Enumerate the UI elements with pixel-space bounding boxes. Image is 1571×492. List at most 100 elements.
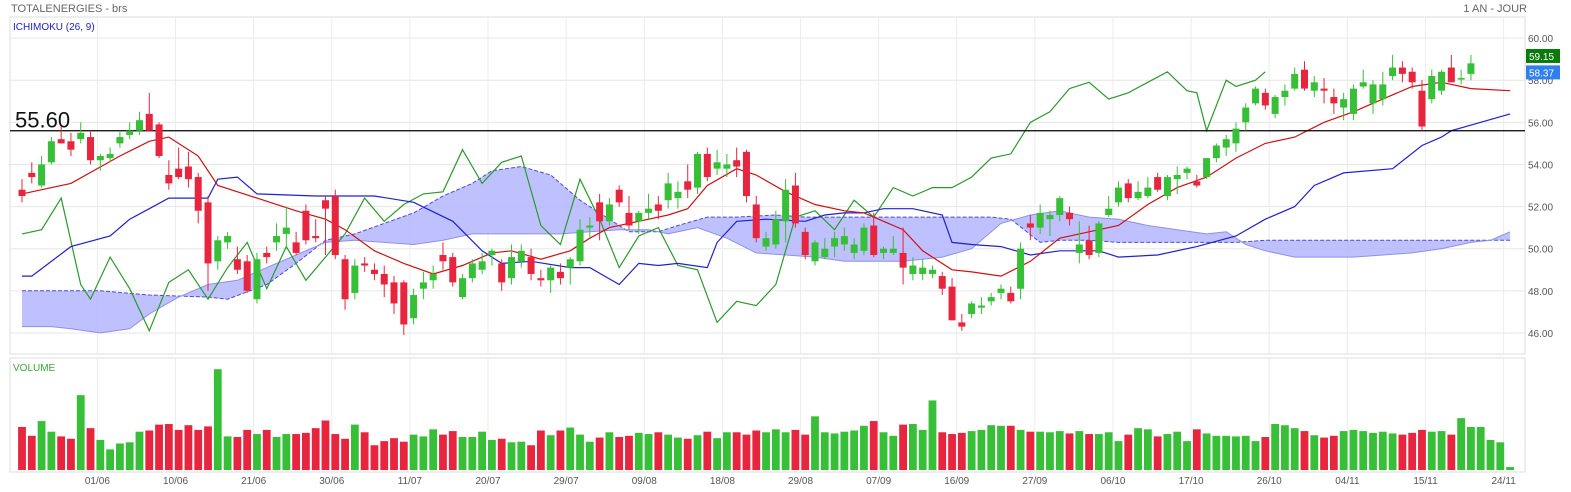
volume-bar xyxy=(1418,429,1426,470)
volume-bar xyxy=(439,434,447,470)
candle-down xyxy=(596,202,604,222)
candle-down xyxy=(1085,240,1093,256)
candle-up xyxy=(214,240,222,262)
candle-up xyxy=(47,141,55,163)
candle-up xyxy=(351,265,359,293)
candle-down xyxy=(28,172,36,178)
volume-bar xyxy=(997,425,1005,470)
candle-up xyxy=(840,236,848,245)
volume-bar xyxy=(536,430,545,470)
volume-bar xyxy=(1408,432,1417,470)
candle-down xyxy=(1300,69,1308,89)
volume-bar xyxy=(302,432,310,470)
volume-label: VOLUME xyxy=(13,363,56,374)
candle-up xyxy=(1036,212,1044,228)
volume-bar xyxy=(1026,431,1035,470)
candle-up xyxy=(1252,88,1260,104)
last-price-value: 59.15 xyxy=(1529,52,1554,63)
date-tick-label: 01/06 xyxy=(85,476,110,487)
volume-bar xyxy=(781,432,790,470)
candle-down xyxy=(1418,90,1426,127)
candle-up xyxy=(1173,174,1181,180)
price-tick-label: 58.00 xyxy=(1528,76,1553,87)
volume-bar xyxy=(125,442,134,470)
volume-bar xyxy=(1134,428,1142,470)
volume-bar xyxy=(1114,441,1123,470)
volume-bar xyxy=(1163,434,1172,470)
candle-down xyxy=(87,137,95,161)
candle-up xyxy=(419,282,427,289)
volume-bar xyxy=(1349,429,1358,470)
volume-bar xyxy=(233,436,242,470)
volume-bar xyxy=(380,441,389,470)
price-tick-label: 56.00 xyxy=(1528,118,1553,129)
volume-bar xyxy=(801,434,810,470)
volume-bar xyxy=(1486,439,1495,470)
volume-bar xyxy=(448,431,457,470)
volume-bar xyxy=(1173,431,1182,470)
volume-bar xyxy=(1212,435,1221,470)
volume-bar xyxy=(223,436,232,470)
volume-bar xyxy=(576,434,584,470)
candle-up xyxy=(1144,187,1152,197)
candle-up xyxy=(106,153,114,159)
candle-down xyxy=(752,204,760,239)
date-tick-label: 21/06 xyxy=(241,476,266,487)
volume-bar xyxy=(546,435,555,470)
volume-bar xyxy=(1065,433,1074,470)
volume-bar xyxy=(615,436,624,470)
candle-up xyxy=(517,250,525,262)
volume-bar xyxy=(664,434,673,470)
candle-up xyxy=(1105,208,1113,215)
candle-up xyxy=(811,242,819,262)
candle-up xyxy=(1232,128,1240,144)
volume-bar xyxy=(488,439,496,470)
volume-bar xyxy=(37,421,46,470)
period-selector[interactable]: 1 AN - JOUR xyxy=(1463,3,1527,15)
volume-bar xyxy=(752,430,761,470)
volume-bar xyxy=(957,432,966,470)
candle-down xyxy=(733,160,741,167)
volume-bar xyxy=(840,431,849,470)
volume-bar xyxy=(1506,467,1514,470)
candle-up xyxy=(1379,84,1387,100)
date-tick-label: 06/10 xyxy=(1100,476,1125,487)
candle-up xyxy=(478,261,486,270)
volume-bar xyxy=(458,436,467,470)
candle-up xyxy=(605,204,613,222)
volume-bar xyxy=(1251,441,1260,470)
volume-bar xyxy=(1202,433,1211,470)
volume-bar xyxy=(1427,431,1436,470)
volume-bar xyxy=(634,432,643,470)
volume-bar xyxy=(1388,433,1397,470)
volume-bar xyxy=(399,441,408,470)
volume-bar xyxy=(272,436,281,470)
volume-bar xyxy=(292,434,301,470)
candle-down xyxy=(615,189,623,203)
candle-up xyxy=(762,238,770,247)
date-tick-label: 30/06 xyxy=(319,476,344,487)
level-label: 55.60 xyxy=(15,108,70,133)
volume-bar xyxy=(713,438,721,470)
volume-bar xyxy=(889,435,898,470)
price-badges: 59.15 58.37 xyxy=(1526,48,1560,80)
volume-bar xyxy=(341,438,349,470)
candle-down xyxy=(400,282,408,325)
volume-bar xyxy=(331,434,340,470)
volume-bar xyxy=(1124,434,1133,470)
volume-bar xyxy=(1075,431,1084,470)
volume-bar xyxy=(419,436,428,470)
candle-up xyxy=(909,265,917,274)
volume-bar xyxy=(409,434,418,470)
candle-up xyxy=(586,225,594,228)
candle-up xyxy=(1163,177,1171,197)
price-tick-label: 48.00 xyxy=(1528,287,1553,298)
volume-bar xyxy=(497,438,506,470)
candle-up xyxy=(1428,75,1436,100)
date-tick-label: 20/07 xyxy=(475,476,500,487)
candle-down xyxy=(1408,71,1416,83)
candle-up xyxy=(1310,82,1318,91)
candle-down xyxy=(537,278,545,281)
candle-down xyxy=(791,185,799,224)
volume-bar xyxy=(1467,426,1475,470)
